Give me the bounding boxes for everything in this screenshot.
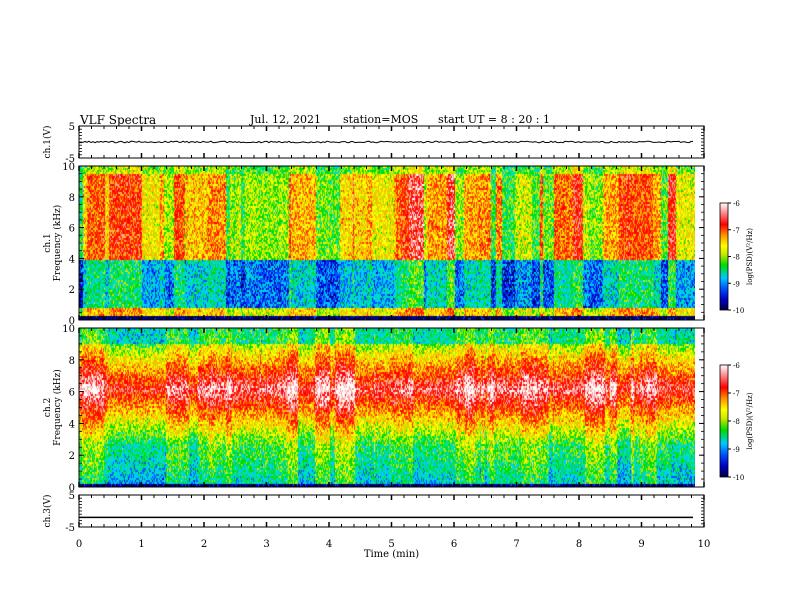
y-tick-label: 2: [69, 451, 75, 462]
x-tick-label: 7: [513, 539, 519, 550]
y-tick-label: 4: [69, 419, 75, 430]
colorbar: [719, 202, 729, 311]
y-tick-label: 0: [69, 483, 75, 494]
x-tick-label: 9: [638, 539, 644, 550]
colorbar-tick-label: -6: [733, 362, 740, 370]
y-tick-label: 4: [69, 254, 75, 265]
y-tick-label: 0: [69, 316, 75, 327]
y-tick-label: 10: [62, 324, 75, 335]
spectrogram-image: [79, 166, 695, 320]
colorbar-tick-label: -7: [733, 227, 740, 235]
y-tick-label: 6: [69, 388, 75, 399]
y-tick-label: 6: [69, 224, 75, 235]
x-tick-label: 10: [698, 539, 711, 550]
colorbar-tick-label: -10: [733, 307, 744, 315]
x-tick-label: 6: [451, 539, 457, 550]
y-tick-label: 8: [69, 193, 75, 204]
y-tick-label: 8: [69, 356, 75, 367]
y-axis-label: Frequency (kHz): [52, 205, 63, 282]
colorbar-label: log(PSD)(V²/Hz): [746, 392, 754, 449]
waveform-line-ch1: [79, 140, 694, 144]
date-label: Jul. 12, 2021: [250, 113, 321, 126]
y-axis-label: ch.1(V): [42, 126, 53, 159]
x-tick-label: 8: [576, 539, 582, 550]
start-time-label: start UT = 8 : 20 : 1: [438, 113, 551, 126]
y-axis-label: ch.1: [43, 233, 53, 252]
x-tick-label: 0: [76, 539, 82, 550]
y-tick-label: 5: [69, 122, 75, 133]
x-axis-label: Time (min): [364, 549, 419, 560]
y-tick-label: 5: [69, 491, 75, 502]
colorbar-tick-label: -7: [733, 390, 740, 398]
colorbar-tick-label: -9: [733, 280, 740, 288]
x-tick-label: 1: [138, 539, 144, 550]
y-tick-label: -5: [65, 154, 75, 165]
spectrogram-image: [79, 328, 695, 487]
station-label: station=MOS: [343, 113, 419, 126]
colorbar-tick-label: -10: [733, 474, 744, 482]
x-tick-label: 3: [263, 539, 269, 550]
figure-title: VLF Spectra: [80, 113, 157, 127]
panels-group: [79, 166, 695, 487]
y-axis-label: ch.3(V): [42, 495, 53, 528]
colorbar-tick-label: -9: [733, 446, 740, 454]
x-tick-label: 4: [326, 539, 332, 550]
y-tick-label: 10: [62, 162, 75, 173]
y-tick-label: -5: [65, 523, 75, 534]
x-tick-label: 5: [388, 539, 394, 550]
y-tick-label: 2: [69, 285, 75, 296]
colorbar-tick-label: -8: [733, 418, 740, 426]
colorbar-tick-label: -8: [733, 254, 740, 262]
y-axis-label: ch.2: [43, 398, 53, 417]
y-axis-label: Frequency (kHz): [52, 369, 63, 446]
colorbar-label: log(PSD)(V²/Hz): [746, 228, 754, 285]
colorbar: [719, 364, 729, 478]
x-tick-label: 2: [201, 539, 207, 550]
colorbar-tick-label: -6: [733, 200, 740, 208]
